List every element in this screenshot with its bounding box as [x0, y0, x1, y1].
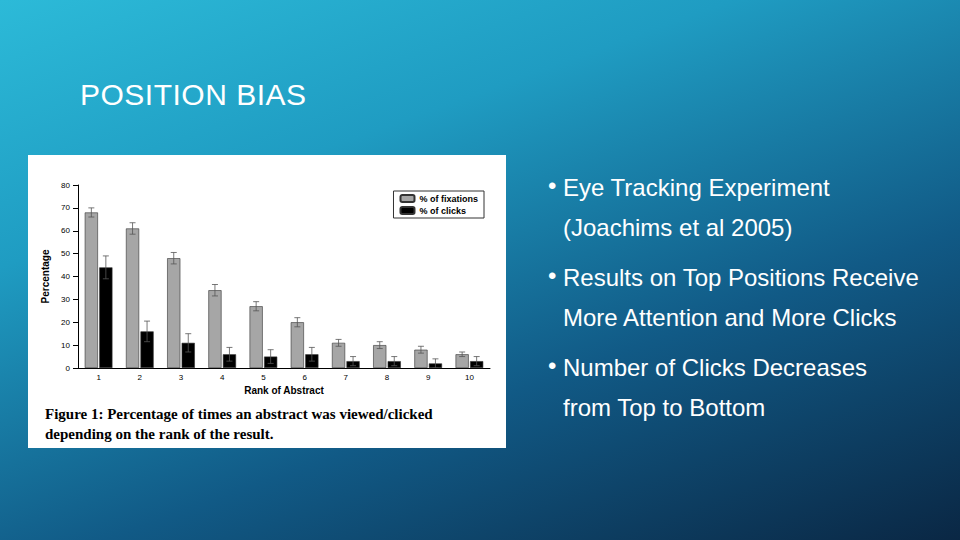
svg-text:depending on the rank of the r: depending on the rank of the result. — [45, 426, 274, 442]
svg-text:10: 10 — [61, 341, 70, 350]
svg-text:3: 3 — [179, 373, 184, 382]
html-text:Number of Clicks Decreases fro: Number of Clicks Decreases from Top to B… — [563, 354, 868, 421]
svg-text:80: 80 — [61, 181, 70, 190]
svg-text:% of clicks: % of clicks — [419, 206, 466, 216]
svg-text:Percentage: Percentage — [40, 249, 51, 303]
svg-text:6: 6 — [302, 373, 307, 382]
svg-text:30: 30 — [61, 295, 70, 304]
svg-text:7: 7 — [344, 373, 349, 382]
svg-text:Rank of Abstract: Rank of Abstract — [244, 385, 324, 396]
svg-text:40: 40 — [61, 272, 70, 281]
svg-text:20: 20 — [61, 318, 70, 327]
svg-text:60: 60 — [61, 226, 70, 235]
svg-text:2: 2 — [138, 373, 143, 382]
svg-text:0: 0 — [66, 364, 71, 373]
html-text:Results on Top Positions Recei: Results on Top Positions Receive More At… — [563, 264, 919, 331]
svg-text:70: 70 — [61, 203, 70, 212]
html-text:POSITION BIAS: POSITION BIAS — [80, 78, 307, 111]
svg-text:1: 1 — [96, 373, 101, 382]
svg-text:5: 5 — [261, 373, 266, 382]
svg-text:4: 4 — [220, 373, 225, 382]
svg-text:% of fixations: % of fixations — [419, 194, 478, 204]
svg-text:Figure 1: Percentage of times: Figure 1: Percentage of times an abstrac… — [45, 406, 436, 422]
svg-text:9: 9 — [426, 373, 431, 382]
html-text:Eye Tracking Experiment (Joach: Eye Tracking Experiment (Joachims et al … — [563, 174, 830, 241]
svg-text:10: 10 — [465, 373, 474, 382]
svg-text:8: 8 — [385, 373, 390, 382]
svg-text:50: 50 — [61, 249, 70, 258]
